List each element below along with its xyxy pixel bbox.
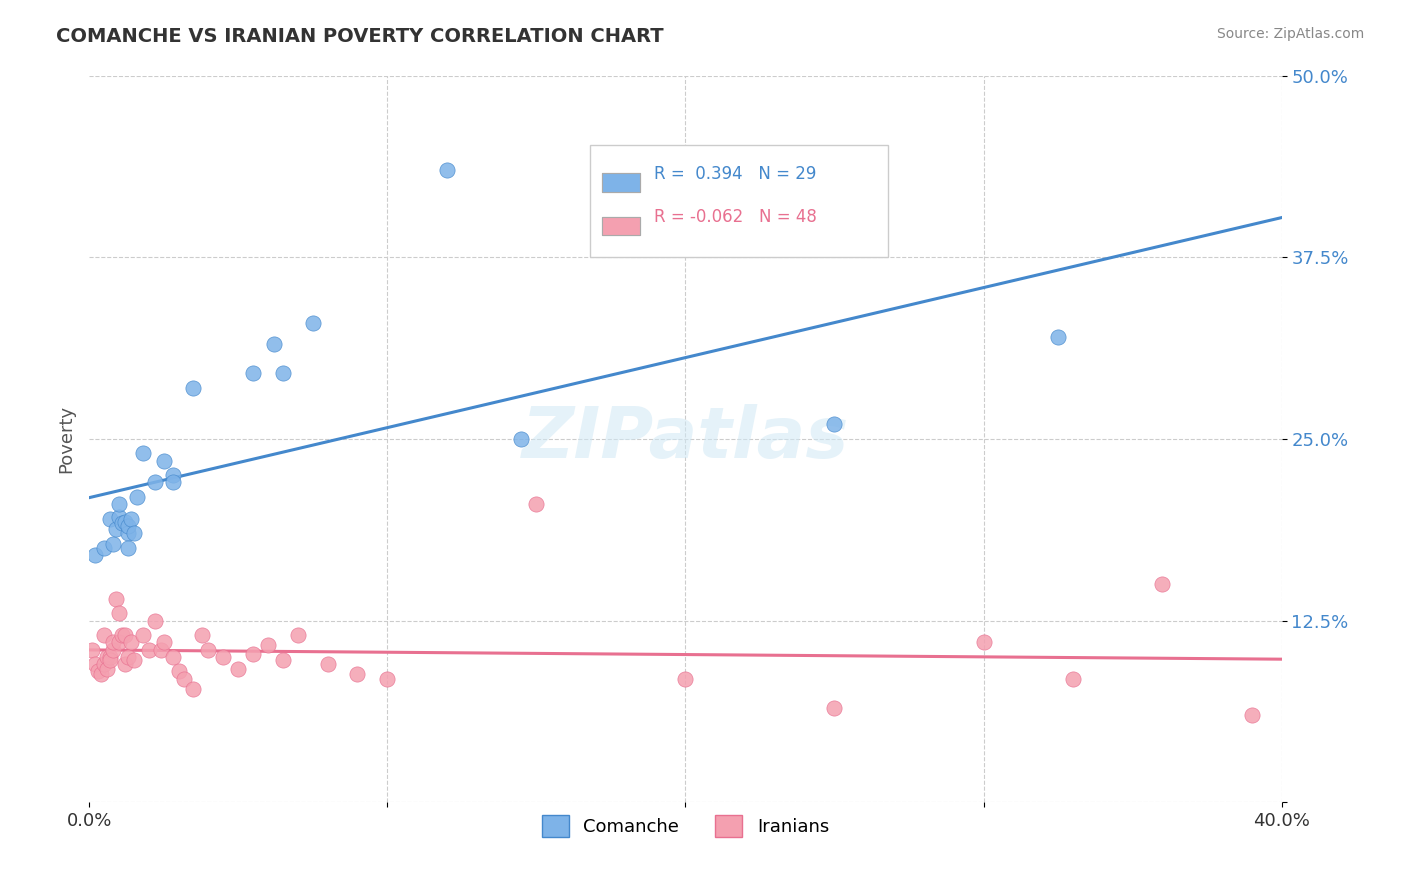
Text: COMANCHE VS IRANIAN POVERTY CORRELATION CHART: COMANCHE VS IRANIAN POVERTY CORRELATION … (56, 27, 664, 45)
Point (87, 665, 110, 679)
Point (271, 367, 294, 381)
Point (973, 635, 995, 649)
Point (114, 515, 136, 529)
Point (111, 516, 134, 531)
Point (114, 628, 136, 642)
Point (104, 522, 127, 536)
Point (152, 635, 174, 649)
Point (138, 642, 160, 657)
FancyBboxPatch shape (602, 217, 640, 235)
Y-axis label: Poverty: Poverty (58, 405, 75, 473)
Point (101, 536, 124, 550)
Point (84, 657, 107, 672)
Point (120, 635, 142, 649)
Point (90, 667, 112, 681)
Point (149, 642, 172, 657)
Point (117, 526, 139, 541)
Point (316, 657, 339, 672)
Point (120, 512, 142, 526)
Point (96, 649, 118, 664)
Point (242, 647, 264, 661)
Point (346, 667, 368, 681)
Text: ZIPatlas: ZIPatlas (522, 404, 849, 474)
Point (242, 367, 264, 381)
Point (183, 681, 205, 696)
Point (1152, 577, 1174, 591)
Text: R =  0.394   N = 29: R = 0.394 N = 29 (654, 165, 817, 183)
Point (167, 665, 190, 679)
FancyBboxPatch shape (591, 145, 889, 257)
Point (375, 672, 398, 686)
Point (1062, 672, 1084, 686)
Point (673, 672, 696, 686)
Point (117, 649, 139, 664)
Point (114, 657, 136, 672)
Point (132, 446, 155, 460)
Text: R = -0.062   N = 48: R = -0.062 N = 48 (654, 208, 817, 227)
Point (80, 642, 103, 657)
Point (104, 591, 127, 606)
Point (98, 653, 121, 667)
Point (162, 475, 184, 490)
Point (125, 490, 148, 504)
Legend: Comanche, Iranians: Comanche, Iranians (534, 807, 837, 844)
Point (143, 475, 166, 490)
Point (301, 316, 323, 330)
Point (108, 497, 131, 511)
Point (226, 661, 249, 675)
Point (108, 510, 131, 524)
Point (122, 526, 145, 541)
Point (132, 628, 155, 642)
Point (162, 649, 184, 664)
Point (108, 607, 131, 621)
Point (93, 628, 115, 642)
Point (197, 642, 219, 657)
Point (98, 649, 121, 664)
Point (101, 642, 124, 657)
Point (824, 700, 846, 714)
Point (117, 519, 139, 533)
Point (143, 614, 166, 628)
Point (101, 635, 124, 649)
Point (1047, 330, 1070, 344)
Point (183, 381, 205, 395)
Point (111, 628, 134, 642)
Point (84, 548, 107, 562)
Point (162, 468, 184, 483)
Point (96, 661, 118, 675)
Text: Source: ZipAtlas.com: Source: ZipAtlas.com (1216, 27, 1364, 41)
Point (257, 638, 280, 652)
Point (263, 337, 285, 351)
Point (122, 653, 145, 667)
Point (287, 628, 309, 642)
Point (117, 541, 139, 555)
Point (108, 635, 131, 649)
FancyBboxPatch shape (602, 173, 640, 192)
Point (212, 649, 235, 664)
Point (93, 541, 115, 555)
Point (173, 672, 195, 686)
Point (1240, 708, 1263, 723)
Point (191, 628, 214, 642)
Point (152, 453, 174, 467)
Point (824, 417, 846, 432)
Point (436, 163, 458, 178)
Point (510, 432, 533, 446)
Point (93, 657, 115, 672)
Point (271, 653, 294, 667)
Point (98, 512, 121, 526)
Point (524, 497, 547, 511)
